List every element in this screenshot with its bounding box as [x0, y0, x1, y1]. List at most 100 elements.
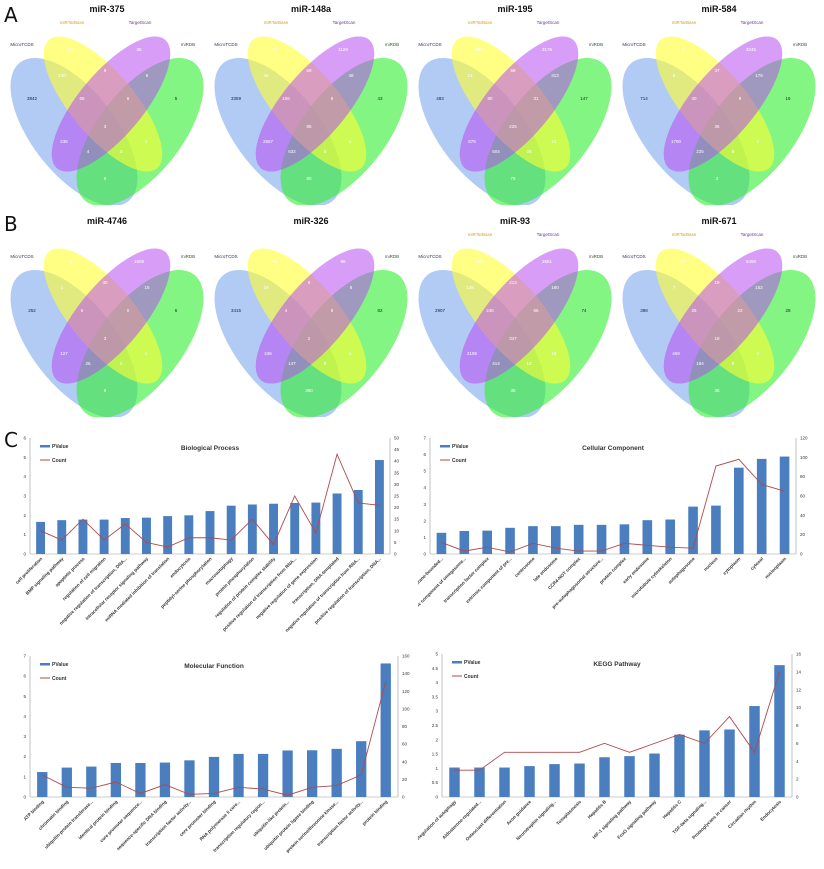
- left-tick-label: 0: [423, 552, 426, 557]
- right-tick-label: 10: [394, 528, 400, 533]
- pvalue-bar: [61, 767, 72, 797]
- right-tick-label: 8: [796, 723, 799, 728]
- venn-region-count-b: 3359: [231, 96, 242, 101]
- left-tick-label: 1: [23, 774, 26, 779]
- right-tick-label: 0: [800, 552, 803, 557]
- right-tick-label: 40: [800, 513, 806, 518]
- count-point: [209, 537, 211, 539]
- left-tick-label: 4: [23, 474, 26, 479]
- left-tick-label: 3: [423, 502, 426, 507]
- right-tick-label: 20: [394, 505, 400, 510]
- count-point: [624, 542, 625, 544]
- count-point: [601, 550, 602, 552]
- right-tick-label: 80: [402, 724, 408, 729]
- venn-region-count-yp: 9: [104, 68, 107, 73]
- venn-region-count-byg: 8: [324, 149, 327, 154]
- category-label: protein serine/threonine kinase...: [285, 799, 339, 853]
- venn-set-label-mirtarbase: miRTarBase: [672, 232, 697, 237]
- right-tick-label: 160: [402, 654, 410, 659]
- venn-region-count-bp: 2195: [467, 351, 478, 356]
- pvalue-bar: [699, 730, 710, 797]
- count-point: [115, 781, 117, 783]
- right-tick-label: 5: [394, 540, 397, 545]
- venn-region-count-byg: 8: [732, 361, 735, 366]
- pvalue-bar: [306, 750, 318, 797]
- venn-region-count-bg: 3: [716, 176, 719, 181]
- left-tick-label: 3.5: [432, 694, 439, 699]
- right-tick-label: 50: [394, 436, 400, 441]
- venn-region-count-p: 5490: [746, 259, 757, 264]
- left-tick-label: 1: [423, 535, 426, 540]
- venn-region-count-yg: 11: [552, 139, 557, 144]
- category-label: transcription factor complex: [442, 556, 490, 604]
- venn-set-label-targetscan: TargetScan: [129, 20, 152, 25]
- venn-ellipse-targetscan: [663, 248, 783, 384]
- venn-set-label-mirdb: miRDB: [793, 254, 807, 259]
- left-tick-label: 2: [23, 513, 26, 518]
- count-point: [654, 742, 655, 744]
- count-point: [379, 504, 380, 506]
- pvalue-bar: [551, 526, 561, 554]
- category-label: ATP binding: [23, 799, 45, 821]
- pvalue-bar: [331, 748, 342, 797]
- venn-region-count-g: 147: [580, 96, 588, 101]
- left-tick-label: 3: [23, 494, 26, 499]
- pvalue-bar: [624, 756, 635, 797]
- chart-cellular-component: 0 1 2 3 4 5 6 7 0 20 40 60 80 100 120 Cellular Componen…: [418, 436, 808, 619]
- count-point: [357, 502, 359, 504]
- venn-region-count-byg: 9: [120, 361, 123, 366]
- venn-region-count-pg: 15: [144, 285, 150, 290]
- count-point: [486, 546, 488, 548]
- pvalue-bar: [665, 519, 675, 554]
- venn-region-count-bpg: 4: [87, 149, 90, 154]
- category-label: extrinsic component of pre...: [465, 556, 513, 604]
- legend-bar-swatch: [40, 663, 50, 666]
- count-point: [679, 734, 680, 735]
- venn-mir-375: miR-375 MicroTCDS miRDB miRTarBase TargetSca…: [10, 4, 204, 205]
- legend-count-label: Count: [52, 458, 67, 464]
- pvalue-bar: [724, 729, 735, 797]
- legend-count-label: Count: [452, 458, 467, 464]
- category-label: RNA polymerase II core...: [199, 799, 242, 842]
- venn-region-count-byg: 28: [526, 149, 532, 154]
- venn-title: miR-326: [293, 216, 328, 226]
- venn-set-label-mirdb: miRDB: [181, 42, 195, 47]
- venn-set-label-mirdb: miRDB: [793, 42, 807, 47]
- venn-region-count-ypg: 6: [331, 308, 334, 313]
- right-tick-label: 40: [402, 759, 408, 764]
- pvalue-bar: [436, 532, 447, 554]
- category-label: nucleoplasm: [764, 556, 787, 579]
- left-tick-label: 5: [23, 694, 26, 699]
- pvalue-bar: [36, 521, 46, 554]
- pvalue-bar: [86, 766, 97, 797]
- venn-region-count-g: 28: [785, 308, 791, 313]
- pvalue-bar: [142, 517, 151, 554]
- venn-mir-93: miR-93 MicroTCDS miRDB miRTarBase TargetScan…: [418, 216, 612, 417]
- venn-set-label-targetscan: TargetScan: [537, 20, 560, 25]
- category-label: Regulation of autophagy: [418, 799, 458, 841]
- pvalue-bar: [110, 762, 122, 797]
- venn-region-count-yg: 1: [145, 139, 148, 144]
- pvalue-bar: [596, 524, 607, 554]
- venn-region-count-bypg: 3: [104, 124, 107, 129]
- venn-region-count-bg: 9: [104, 388, 107, 393]
- pvalue-bar: [208, 756, 220, 797]
- venn-region-count-bg: 80: [306, 176, 312, 181]
- venn-region-count-y: 7: [682, 47, 685, 52]
- venn-region-count-byp: 25: [691, 308, 697, 313]
- venn-region-count-bypg: 3: [104, 336, 107, 341]
- right-tick-label: 14: [796, 669, 802, 674]
- count-point: [238, 786, 239, 788]
- count-point: [90, 787, 92, 789]
- count-point: [273, 544, 274, 546]
- panel-letter-c: C: [4, 428, 18, 452]
- venn-region-count-bg: 360: [305, 388, 313, 393]
- count-point: [669, 546, 671, 548]
- pvalue-bar: [99, 519, 109, 554]
- count-point: [164, 784, 166, 786]
- right-tick-label: 100: [800, 455, 808, 460]
- left-tick-label: 3: [23, 734, 26, 739]
- pvalue-bar: [205, 511, 215, 554]
- pvalue-bar: [505, 527, 515, 554]
- venn-region-count-pg: 162: [755, 285, 763, 290]
